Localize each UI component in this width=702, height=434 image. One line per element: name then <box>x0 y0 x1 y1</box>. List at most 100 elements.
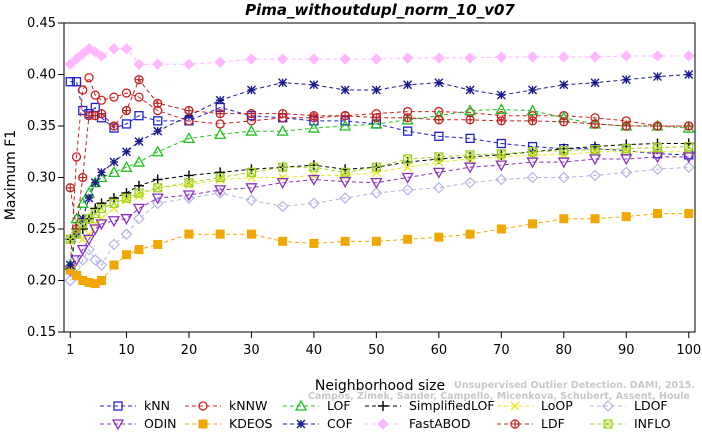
data-point <box>215 95 225 105</box>
watermark-line-2: Campos, Zimek, Sander, Campello, Micenko… <box>308 391 690 402</box>
data-point <box>339 119 352 131</box>
data-point <box>214 187 227 199</box>
data-point <box>559 214 569 224</box>
data-point <box>215 172 225 183</box>
data-point <box>339 176 352 188</box>
data-point <box>683 50 695 62</box>
data-point <box>464 52 476 64</box>
data-point <box>96 108 107 119</box>
data-point <box>78 214 88 224</box>
legend-label: INFLO <box>634 416 671 431</box>
x-tick-label: 90 <box>618 343 635 358</box>
data-point <box>133 58 145 70</box>
data-point <box>463 162 477 174</box>
data-point <box>214 185 227 197</box>
data-point <box>496 90 506 100</box>
series-line <box>69 156 689 271</box>
data-point <box>370 53 383 65</box>
data-point <box>95 259 108 271</box>
legend-label: kNN <box>144 398 170 413</box>
data-point <box>276 178 289 189</box>
data-point <box>309 238 319 248</box>
data-point <box>526 157 539 169</box>
legend-label: kNNW <box>229 398 267 413</box>
watermark-line-1: Unsupervised Outlier Detection. DAMI, 20… <box>454 380 695 391</box>
data-point <box>276 53 289 65</box>
series-line <box>69 76 689 271</box>
data-point <box>276 124 289 136</box>
x-tick-label: 10 <box>118 343 135 358</box>
data-point <box>71 224 82 234</box>
data-point <box>370 187 383 199</box>
data-point <box>153 183 163 193</box>
data-point <box>107 166 121 177</box>
data-point <box>682 152 695 164</box>
legend-marker <box>198 401 208 411</box>
data-point <box>132 203 146 215</box>
data-point <box>651 50 664 62</box>
data-point <box>340 111 350 121</box>
data-point <box>651 152 664 164</box>
data-point <box>401 52 414 64</box>
data-point <box>76 244 89 256</box>
y-axis: 0.15 0.20 0.25 0.30 0.35 0.40 0.45 <box>27 16 64 340</box>
data-point <box>151 145 164 157</box>
data-point <box>151 193 164 205</box>
data-point <box>309 111 319 121</box>
series-line <box>69 48 689 65</box>
data-point <box>495 173 508 186</box>
data-point <box>559 117 569 127</box>
data-point <box>464 176 476 189</box>
data-point <box>65 260 75 270</box>
series-line <box>69 213 689 285</box>
series-kdeos <box>65 209 694 289</box>
data-point <box>434 78 444 88</box>
data-point <box>133 212 145 225</box>
legend-marker <box>111 419 125 431</box>
data-point <box>652 143 663 153</box>
series-layer <box>64 43 695 289</box>
data-point <box>246 85 256 95</box>
data-point <box>95 219 108 231</box>
legend-marker <box>510 419 520 429</box>
legend-item: LDF <box>497 416 565 431</box>
series-line <box>69 166 689 281</box>
data-point <box>121 195 131 205</box>
data-point <box>590 214 600 224</box>
data-point <box>71 270 81 280</box>
data-point <box>371 162 381 172</box>
data-point <box>134 245 144 255</box>
data-point <box>403 234 413 244</box>
x-tick-label: 30 <box>243 343 260 358</box>
data-point <box>307 121 321 133</box>
data-point <box>620 166 633 179</box>
data-point <box>246 167 257 177</box>
data-point <box>433 181 445 194</box>
data-point <box>76 196 89 208</box>
data-point <box>370 117 383 129</box>
data-point <box>245 53 258 65</box>
data-point <box>71 152 82 162</box>
data-point <box>134 75 144 85</box>
y-tick-label: 0.20 <box>27 274 56 289</box>
data-point <box>371 113 382 123</box>
data-point <box>434 152 444 162</box>
data-point <box>215 108 225 119</box>
data-point <box>107 216 121 228</box>
data-point <box>682 161 695 174</box>
data-point <box>121 187 132 198</box>
data-point <box>65 183 75 193</box>
data-point <box>246 108 257 119</box>
data-point <box>89 46 101 58</box>
data-point <box>653 72 663 82</box>
data-point <box>153 126 163 136</box>
data-point <box>526 51 539 63</box>
data-point <box>309 80 319 90</box>
data-point <box>132 155 146 167</box>
data-point <box>465 115 475 125</box>
data-point <box>90 90 100 100</box>
legend-item: LoOP <box>497 398 573 413</box>
data-point <box>588 154 602 166</box>
data-point <box>495 160 508 172</box>
data-point <box>463 104 477 116</box>
